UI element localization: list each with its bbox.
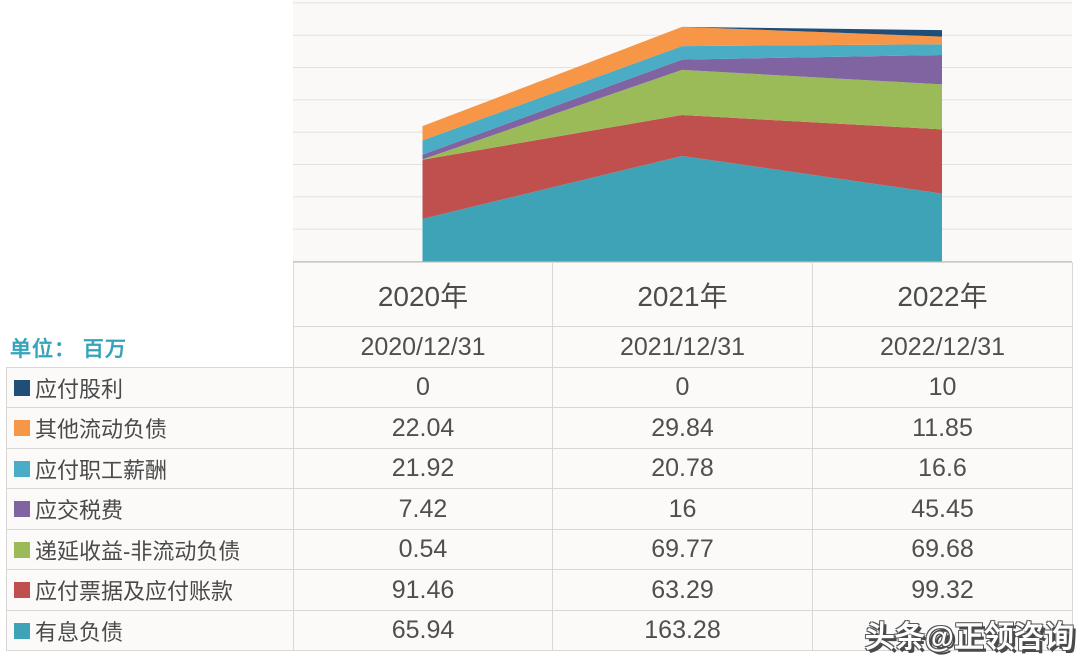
- table-cell: 20.78: [552, 448, 813, 489]
- area-series-其他流动负债: [422, 26, 942, 141]
- row-label-text: 应付职工薪酬: [35, 457, 168, 483]
- column-header-2022: 2022/12/31: [812, 326, 1073, 368]
- table-cell: 7.42: [293, 488, 553, 530]
- table-cell: 91.46: [293, 569, 553, 611]
- table-cell: 63.29: [552, 569, 813, 611]
- area-series-递延收益-非流动负债: [422, 69, 942, 160]
- table-cell: 65.94: [293, 610, 553, 651]
- table-cell: 45.45: [812, 488, 1073, 530]
- table-row-label: 应交税费: [6, 488, 294, 530]
- row-label-text: 递延收益-非流动负债: [35, 538, 241, 564]
- table-cell: 16.6: [812, 448, 1073, 489]
- watermark: 头条@正领咨询: [864, 621, 1074, 654]
- table-row-label: 有息负债: [6, 610, 294, 651]
- table-cell: 69.77: [552, 529, 813, 570]
- table-cell: 0: [552, 367, 813, 408]
- table-row-label: 其他流动负债: [6, 407, 294, 449]
- area-series-应付票据及应付账款: [422, 115, 942, 219]
- legend-swatch-icon: [14, 541, 30, 558]
- table-cell: 0: [293, 367, 553, 408]
- table-cell: 0.54: [293, 529, 553, 570]
- legend-swatch-icon: [14, 460, 30, 477]
- table-cell: 99.32: [812, 569, 1073, 611]
- table-row-label: 应付票据及应付账款: [6, 569, 294, 611]
- row-label-text: 其他流动负债: [35, 417, 168, 442]
- table-cell: 16: [552, 488, 813, 530]
- table-cell: 29.84: [552, 407, 813, 449]
- x-axis-label-2021: 2021年: [552, 262, 813, 327]
- legend-swatch-icon: [14, 420, 30, 436]
- column-header-2021: 2021/12/31: [552, 326, 813, 368]
- row-label-text: 应付票据及应付账款: [35, 579, 234, 604]
- row-label-text: 应交税费: [35, 498, 124, 523]
- area-series-有息负债: [422, 155, 942, 262]
- x-axis-label-2020: 2020年: [293, 262, 553, 327]
- column-header-2020: 2020/12/31: [293, 326, 553, 368]
- table-row-label: 递延收益-非流动负债: [6, 529, 294, 570]
- table-cell: 10: [812, 367, 1073, 408]
- table-cell: 22.04: [293, 407, 553, 449]
- area-series-应付职工薪酬: [422, 44, 942, 155]
- legend-swatch-icon: [14, 622, 30, 639]
- table-cell: 163.28: [552, 610, 813, 651]
- table-row-label: 应付职工薪酬: [6, 448, 294, 489]
- legend-swatch-icon: [14, 501, 30, 517]
- table-cell: 69.68: [812, 529, 1073, 570]
- row-label-text: 有息负债: [35, 619, 124, 645]
- table-cell obscured: [812, 610, 1073, 651]
- table-cell: 11.85: [812, 407, 1073, 449]
- x-axis-label-2022: 2022年: [812, 262, 1073, 327]
- table-cell: 21.92: [293, 448, 553, 489]
- legend-swatch-icon: [14, 582, 30, 598]
- row-label-text: 应付股利: [35, 376, 124, 402]
- legend-swatch-icon: [14, 379, 30, 396]
- table-row-label: 应付股利: [6, 367, 294, 408]
- stacked-area-chart: [293, 0, 1072, 262]
- unit-label: 单位： 百万: [10, 338, 127, 361]
- area-series-应交税费: [422, 54, 942, 160]
